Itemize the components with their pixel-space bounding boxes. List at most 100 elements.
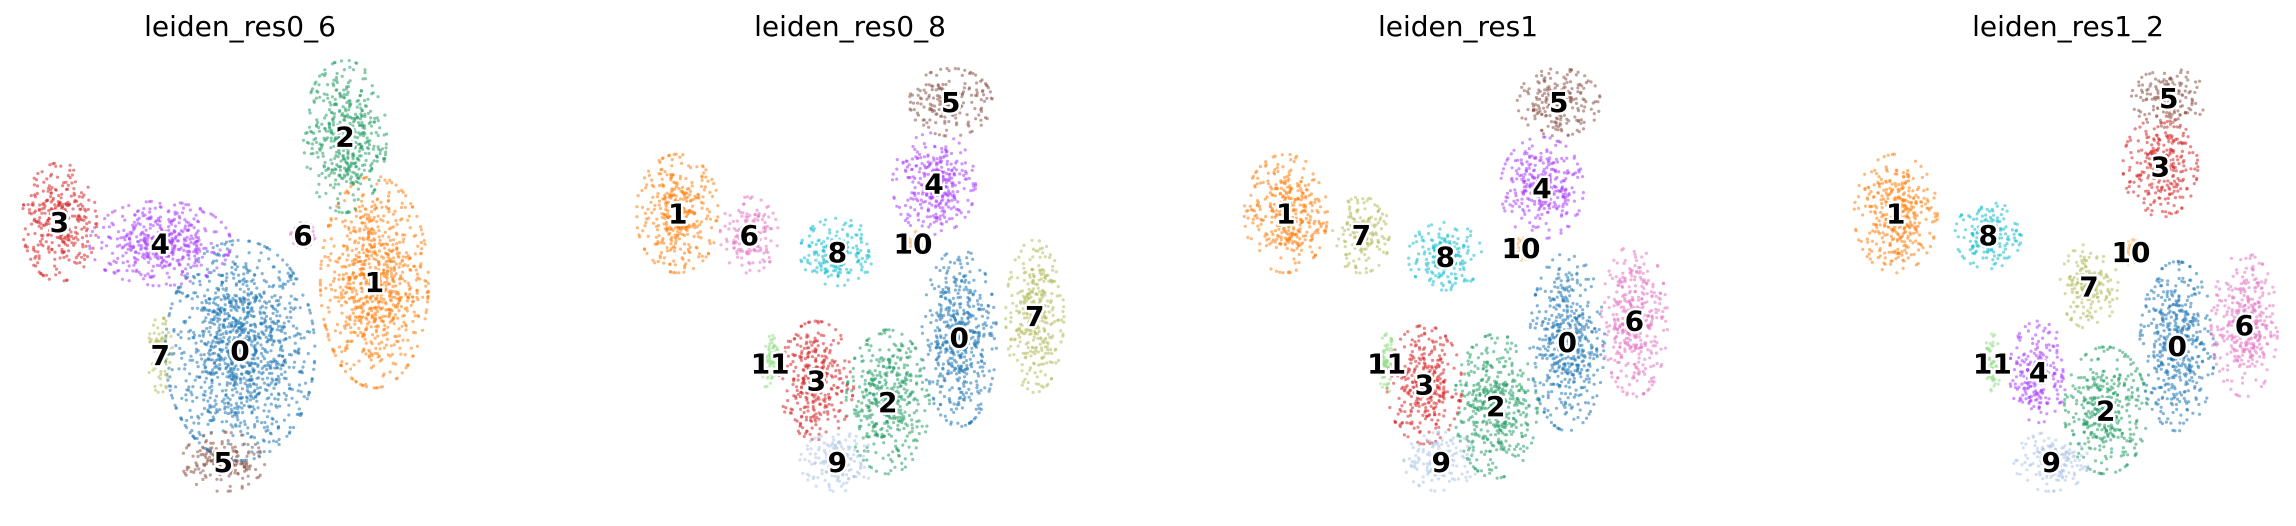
scatter-point: [118, 243, 122, 247]
scatter-point: [235, 462, 239, 466]
scatter-point: [686, 232, 690, 236]
scatter-point: [885, 421, 890, 425]
scatter-point: [350, 116, 354, 120]
scatter-point: [195, 295, 200, 299]
scatter-point: [132, 263, 136, 267]
scatter-point: [223, 258, 227, 262]
scatter-point: [324, 326, 328, 330]
scatter-point: [707, 239, 712, 243]
scatter-point: [688, 208, 692, 212]
scatter-point: [411, 295, 415, 299]
scatter-point: [198, 334, 202, 338]
scatter-point: [189, 234, 193, 238]
scatter-point: [271, 417, 275, 421]
scatter-point: [312, 367, 316, 371]
scatter-point: [337, 182, 341, 186]
scatter-point: [188, 431, 192, 435]
scatter-point: [907, 431, 912, 435]
scatter-point: [708, 190, 712, 195]
scatter-point: [170, 345, 174, 350]
scatter-point: [383, 288, 388, 292]
scatter-point: [202, 398, 206, 402]
scatter-point: [365, 146, 369, 150]
scatter-point: [164, 384, 168, 388]
scatter-point: [278, 348, 282, 352]
scatter-point: [178, 248, 182, 252]
scatter-point: [333, 329, 337, 333]
scatter-point: [213, 215, 218, 219]
scatter-point: [246, 311, 250, 315]
scatter-point: [95, 214, 99, 219]
scatter-point: [394, 262, 398, 266]
scatter-point: [366, 254, 370, 258]
scatter-point: [326, 83, 330, 87]
scatter-point: [210, 381, 214, 385]
scatter-point: [375, 198, 379, 202]
scatter-point: [383, 178, 387, 182]
scatter-point: [897, 391, 901, 395]
scatter-point: [954, 407, 959, 411]
scatter-point: [393, 313, 397, 317]
scatter-point: [212, 317, 216, 321]
scatter-point: [967, 395, 971, 399]
scatter-point: [329, 252, 333, 256]
scatter-point: [275, 310, 279, 314]
scatter-point: [366, 140, 370, 144]
scatter-point: [356, 180, 360, 185]
scatter-point: [896, 355, 900, 359]
scatter-point: [708, 217, 713, 221]
scatter-point: [345, 340, 349, 344]
scatter-point: [282, 325, 286, 329]
scatter-point: [669, 270, 673, 274]
scatter-point: [211, 246, 215, 250]
scatter-point: [680, 185, 685, 190]
scatter-point: [984, 280, 988, 284]
scatter-point: [976, 335, 980, 339]
scatter-point: [180, 351, 184, 355]
scatter-point: [929, 342, 934, 346]
scatter-point: [313, 82, 317, 86]
scatter-point: [217, 273, 221, 277]
scatter-point: [188, 358, 192, 362]
scatter-point: [939, 335, 943, 340]
scatter-point: [381, 234, 385, 238]
scatter-point: [183, 224, 187, 228]
scatter-point: [203, 393, 207, 397]
scatter-point: [844, 395, 848, 399]
scatter-point: [317, 174, 321, 178]
scatter-point: [344, 272, 348, 276]
scatter-point: [253, 337, 258, 341]
scatter-point: [62, 250, 66, 254]
scatter-point: [285, 263, 289, 267]
scatter-point: [266, 383, 270, 387]
scatter-point: [74, 230, 78, 234]
scatter-point: [253, 323, 257, 327]
scatter-point: [941, 343, 945, 347]
scatter-point: [399, 305, 403, 309]
scatter-point: [667, 154, 671, 158]
scatter-point: [194, 257, 198, 261]
scatter-point: [243, 327, 247, 331]
scatter-point: [958, 272, 962, 276]
scatter-point: [670, 235, 674, 239]
scatter-point: [337, 210, 341, 214]
scatter-point: [877, 360, 881, 364]
scatter-point: [875, 373, 879, 377]
scatter-point: [360, 163, 365, 168]
scatter-point: [351, 271, 355, 275]
scatter-point: [803, 322, 807, 326]
scatter-point: [936, 313, 940, 317]
scatter-point: [333, 353, 338, 358]
scatter-point: [900, 394, 904, 399]
scatter-point: [332, 103, 336, 107]
scatter-point: [147, 260, 151, 264]
scatter-point: [86, 185, 90, 189]
scatter-point: [270, 422, 274, 426]
scatter-point: [178, 346, 182, 350]
scatter-point: [889, 426, 893, 430]
scatter-point: [166, 378, 170, 382]
scatter-point: [170, 352, 174, 356]
scatter-point: [252, 390, 256, 394]
scatter-point: [915, 409, 919, 413]
scatter-point: [209, 459, 213, 463]
